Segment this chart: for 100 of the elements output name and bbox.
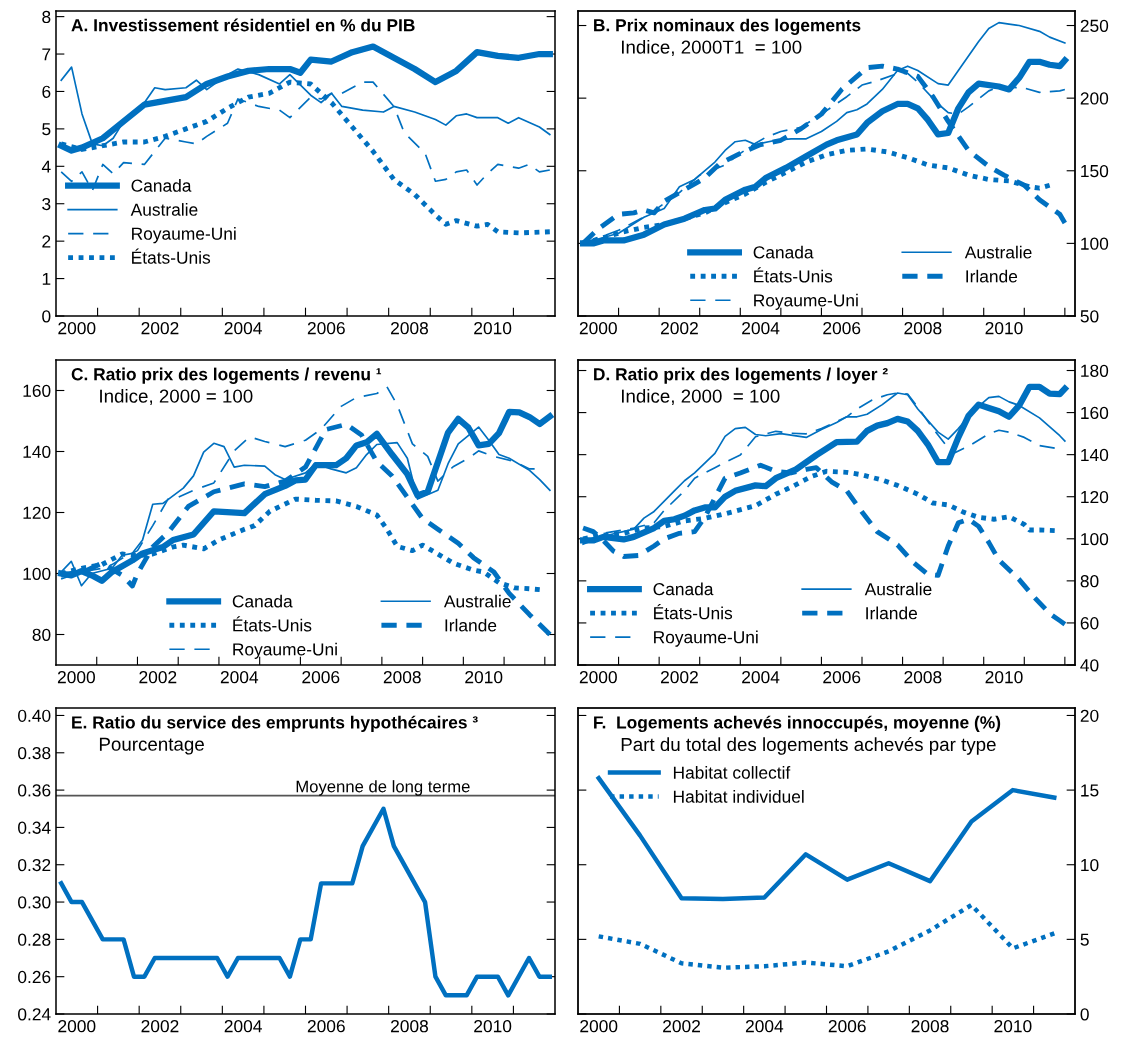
- legend-label: Habitat collectif: [673, 766, 791, 779]
- chart-title: B. Prix nominaux des logements: [594, 18, 861, 35]
- x-tick-label: 2006: [823, 671, 861, 684]
- y2-tick-label: 40: [1080, 659, 1099, 672]
- x-tick-label: 2004: [742, 322, 780, 335]
- legend-label: États-Unis: [654, 604, 733, 620]
- y2-tick-label: 100: [1081, 237, 1109, 250]
- y-tick-label: 160: [23, 384, 51, 397]
- chart-title: A. Investissement résidentiel en % du PIB: [71, 18, 415, 32]
- legend-label: États-Unis: [233, 616, 312, 632]
- y-tick-label: 120: [23, 506, 51, 519]
- y-tick-label: 7: [42, 48, 51, 61]
- y-tick-label: 0.40: [18, 709, 51, 722]
- x-tick-label: 2002: [660, 322, 698, 335]
- y2-tick-label: 100: [1081, 532, 1109, 546]
- legend-label: Royaume-Uni: [132, 227, 236, 244]
- y-tick-label: 0: [42, 310, 51, 323]
- x-tick-label: 2010: [985, 671, 1023, 684]
- y-tick-label: 0.26: [18, 970, 51, 984]
- y2-tick-label: 180: [1081, 364, 1109, 377]
- x-tick-label: 2010: [994, 1020, 1032, 1033]
- x-tick-label: 2010: [474, 1020, 512, 1033]
- legend-label: Canada: [131, 179, 192, 192]
- y-tick-label: 0.38: [18, 746, 51, 760]
- text: Indice, 2000T1 = 100: [621, 39, 802, 56]
- y2-tick-label: 5: [1080, 933, 1089, 946]
- x-tick-label: 2008: [911, 1020, 949, 1033]
- x-tick-label: 2008: [904, 671, 942, 684]
- y2-tick-label: 15: [1081, 784, 1099, 797]
- text: Pourcentage: [99, 737, 204, 755]
- x-tick-label: 2004: [742, 671, 780, 684]
- y2-tick-label: 120: [1081, 490, 1109, 504]
- legend-label: Canada: [753, 245, 814, 259]
- legend-label: Australie: [864, 582, 932, 596]
- legend-label: Irlande: [445, 618, 497, 632]
- x-tick-label: 2008: [904, 322, 942, 335]
- y-tick-label: 3: [42, 197, 51, 211]
- x-tick-label: 2004: [224, 322, 262, 335]
- x-tick-label: 2004: [220, 671, 259, 684]
- y-tick-label: 4: [41, 160, 51, 173]
- y-tick-label: 6: [42, 85, 51, 98]
- legend-label: Canada: [653, 582, 714, 596]
- chart-title: D. Ratio prix des logements / loyer ²: [594, 367, 888, 384]
- x-tick-label: 2002: [660, 671, 698, 684]
- legend-label: États-Unis: [132, 248, 211, 264]
- legend-label: Irlande: [866, 606, 917, 620]
- y-tick-label: 0.30: [18, 896, 51, 909]
- x-tick-label: 2008: [391, 1020, 429, 1033]
- x-tick-label: 2008: [391, 322, 429, 335]
- x-tick-label: 2000: [579, 322, 617, 335]
- legend-label: Habitat individuel: [673, 790, 804, 803]
- legend-label: Australie: [130, 203, 198, 216]
- y2-tick-label: 150: [1081, 164, 1109, 178]
- y-tick-label: 0.28: [18, 933, 51, 946]
- y-tick-label: 2: [42, 235, 51, 248]
- x-tick-label: 2004: [745, 1020, 784, 1033]
- y2-tick-label: 200: [1080, 92, 1109, 105]
- legend-label: Australie: [964, 245, 1032, 259]
- y2-tick-label: 50: [1080, 310, 1099, 323]
- legend-label: Irlande: [966, 269, 1018, 283]
- legend-label: Royaume-Uni: [754, 293, 858, 310]
- y2-tick-label: 0: [1080, 1008, 1089, 1021]
- y-tick-label: 0.24: [18, 1008, 51, 1021]
- x-tick-label: 2006: [828, 1020, 866, 1033]
- legend-label: Royaume-Uni: [233, 642, 337, 659]
- x-tick-label: 2000: [580, 1020, 618, 1033]
- y-tick-label: 80: [32, 628, 51, 641]
- chart-title: E. Ratio du service des emprunts hypothécaires ³: [72, 715, 478, 732]
- text: Indice, 2000 = 100: [621, 388, 780, 405]
- x-tick-label: 2000: [579, 671, 617, 684]
- x-tick-label: 2006: [307, 1020, 345, 1033]
- x-tick-label: 2000: [57, 671, 95, 684]
- legend-label: Canada: [232, 594, 293, 608]
- x-tick-label: 2002: [141, 322, 179, 335]
- x-tick-label: 2002: [663, 1020, 700, 1033]
- y2-tick-label: 250: [1080, 19, 1109, 32]
- x-tick-label: 2010: [474, 322, 512, 335]
- y2-tick-label: 160: [1081, 406, 1109, 420]
- legend-label: États-Unis: [754, 267, 833, 283]
- y2-tick-label: 60: [1080, 617, 1099, 630]
- x-tick-label: 2002: [139, 671, 177, 684]
- y-tick-label: 140: [23, 445, 51, 458]
- y-tick-label: 0.34: [18, 821, 51, 834]
- x-tick-label: 2000: [58, 322, 96, 335]
- text: Indice, 2000 = 100: [100, 388, 253, 405]
- x-tick-label: 2004: [224, 1020, 262, 1033]
- ref-line-label: Moyenne de long terme: [296, 780, 470, 796]
- x-tick-label: 2000: [58, 1020, 96, 1033]
- legend-label: Royaume-Uni: [654, 630, 758, 647]
- y-tick-label: 0.32: [18, 858, 51, 872]
- chart-title: F. Logements achevés innoccupés, moyenne (%): [594, 715, 1001, 733]
- y2-tick-label: 20: [1080, 709, 1099, 722]
- y-tick-label: 5: [42, 123, 51, 136]
- x-tick-label: 2010: [985, 322, 1023, 335]
- y2-tick-label: 80: [1080, 575, 1099, 588]
- x-tick-label: 2008: [383, 671, 421, 684]
- y-tick-label: 0.36: [18, 784, 51, 797]
- y2-tick-label: 10: [1081, 858, 1099, 872]
- legend-label: Australie: [443, 594, 511, 608]
- x-tick-label: 2010: [465, 671, 503, 684]
